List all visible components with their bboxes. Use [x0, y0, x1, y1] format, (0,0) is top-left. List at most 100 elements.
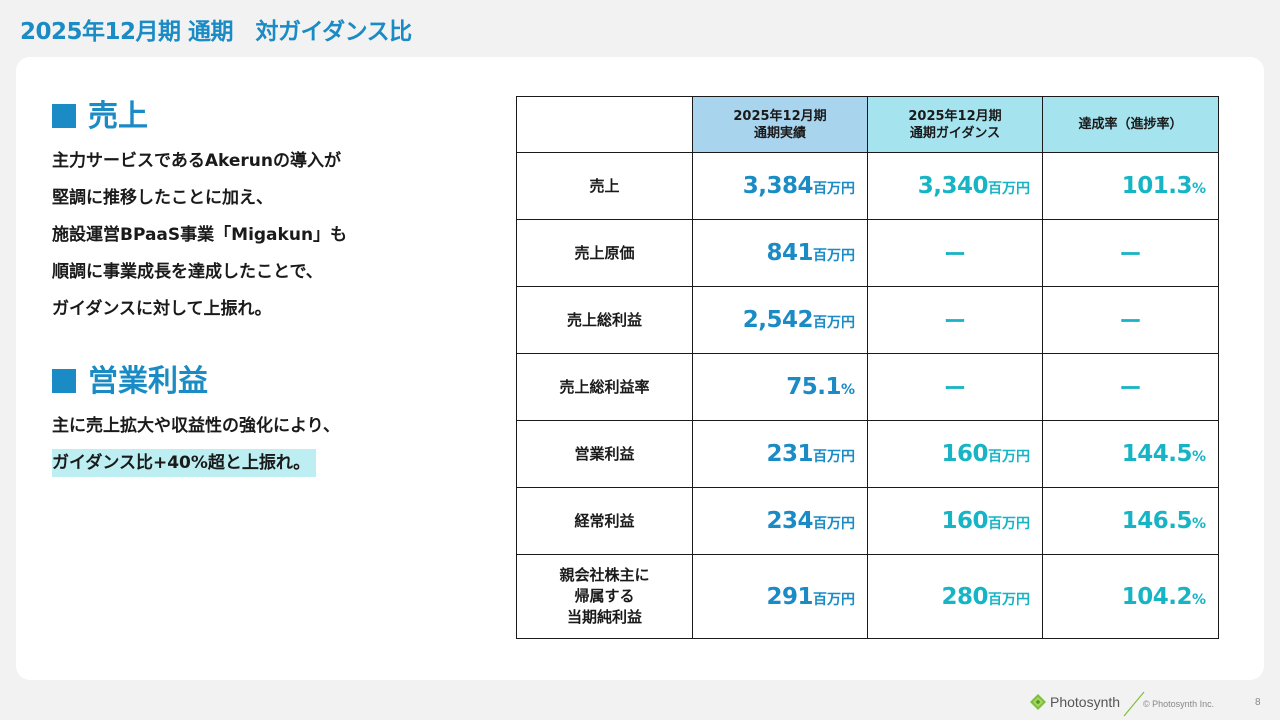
body-line: ガイダンスに対して上振れ。: [52, 299, 272, 319]
rate-cell: 144.5%: [1042, 420, 1219, 488]
rate-cell-empty: ー: [1042, 353, 1219, 421]
rate-cell-unit: %: [1191, 591, 1206, 608]
actual-cell-value: 75.1: [786, 374, 841, 400]
guidance-cell-unit: 百万円: [988, 181, 1030, 197]
guidance-cell-value: 280: [941, 583, 988, 610]
photosynth-leaf-logo-icon: [1030, 694, 1046, 710]
actual-cell-unit: 百万円: [813, 449, 855, 465]
actual-cell: 231百万円: [692, 420, 868, 488]
section-heading-operating-profit: 営業利益: [52, 362, 452, 402]
actual-cell: 291百万円: [692, 554, 868, 639]
rate-cell-empty: ー: [1042, 219, 1219, 287]
divider-slash-icon: [1123, 691, 1145, 717]
actual-cell-value: 234: [766, 508, 813, 534]
guidance-cell-value: 160: [941, 508, 988, 534]
actual-cell: 234百万円: [692, 487, 868, 555]
highlight-marker: ガイダンス比+40%超と上振れ。: [52, 449, 317, 477]
section-sales: 売上 主力サービスであるAkerunの導入が 堅調に推移したことに加え、 施設運…: [52, 97, 452, 328]
square-bullet-icon: [52, 104, 76, 128]
guidance-cell: 160百万円: [867, 487, 1043, 555]
actual-cell-value: 231: [766, 441, 813, 467]
table-row: 経常利益 234百万円 160百万円 146.5%: [516, 487, 1219, 555]
table-row: 売上原価 841百万円ーー: [516, 219, 1219, 287]
guidance-cell-empty: ー: [867, 286, 1043, 354]
table-row: 売上 3,384百万円 3,340百万円 101.3%: [516, 152, 1219, 220]
table-row: 営業利益 231百万円 160百万円 144.5%: [516, 420, 1219, 488]
guidance-cell-unit: 百万円: [988, 591, 1030, 608]
body-line: 主力サービスであるAkerunの導入が: [52, 151, 341, 171]
actual-cell-unit: %: [840, 382, 855, 398]
header-rate-text: 達成率（進捗率）: [1078, 117, 1183, 132]
rate-cell-unit: %: [1191, 516, 1206, 532]
row-label: 売上総利益率: [516, 353, 693, 421]
actual-cell: 841百万円: [692, 219, 868, 287]
rate-cell-empty: ー: [1042, 286, 1219, 354]
row-label: 親会社株主に 帰属する 当期純利益: [516, 554, 693, 639]
actual-cell-unit: 百万円: [813, 248, 855, 264]
actual-cell-unit: 百万円: [813, 181, 855, 197]
actual-cell: 75.1%: [692, 353, 868, 421]
body-line: 順調に事業成長を達成したことで、: [52, 262, 323, 282]
table-row: 売上総利益率 75.1% ーー: [516, 353, 1219, 421]
header-achievement-rate: 達成率（進捗率）: [1042, 96, 1219, 153]
body-line: 施設運営BPaaS事業「Migakun」も: [52, 225, 348, 245]
guidance-cell-empty: ー: [867, 219, 1043, 287]
square-bullet-icon: [52, 369, 76, 393]
row-label: 売上総利益: [516, 286, 693, 354]
body-line: 堅調に推移したことに加え、: [52, 188, 273, 208]
guidance-cell: 3,340百万円: [867, 152, 1043, 220]
actual-cell-value: 841: [766, 240, 813, 266]
actual-cell: 2,542百万円: [692, 286, 868, 354]
section-body-sales: 主力サービスであるAkerunの導入が 堅調に推移したことに加え、 施設運営BP…: [52, 143, 452, 328]
content-card: 売上 主力サービスであるAkerunの導入が 堅調に推移したことに加え、 施設運…: [16, 57, 1264, 680]
body-line: 主に売上拡大や収益性の強化により、: [52, 416, 340, 436]
table-corner-cell: [516, 96, 693, 153]
rate-cell-value: 104.2: [1121, 583, 1193, 610]
logo-text: Photosynth: [1050, 694, 1121, 710]
page-title: 2025年12月期 通期 対ガイダンス比: [20, 19, 412, 45]
page-number: 8: [1255, 697, 1261, 708]
rate-cell-unit: %: [1191, 181, 1206, 197]
actual-cell-unit: 百万円: [813, 591, 855, 608]
actual-cell-value: 3,384: [742, 173, 814, 199]
rate-cell-value: 146.5: [1121, 508, 1193, 534]
rate-cell: 101.3%: [1042, 152, 1219, 220]
row-label: 売上原価: [516, 219, 693, 287]
table-row: 親会社株主に 帰属する 当期純利益 291百万円 280百万円 104.2%: [516, 554, 1219, 639]
section-heading-text: 営業利益: [88, 364, 208, 399]
actual-cell-value: 291: [766, 583, 813, 610]
section-heading-text: 売上: [88, 99, 148, 134]
row-label: 経常利益: [516, 487, 693, 555]
summary-panel: 売上 主力サービスであるAkerunの導入が 堅調に推移したことに加え、 施設運…: [52, 97, 452, 482]
body-line-highlighted: ガイダンス比+40%超と上振れ。: [52, 445, 452, 482]
header-actual: 2025年12月期 通期実績: [692, 96, 868, 153]
copyright: © Photosynth Inc.: [1143, 699, 1215, 709]
guidance-comparison-table: 2025年12月期 通期実績 2025年12月期 通期ガイダンス 達成率（進捗率） …: [516, 96, 1219, 639]
guidance-cell-value: 3,340: [917, 173, 989, 199]
section-operating-profit: 営業利益 主に売上拡大や収益性の強化により、 ガイダンス比+40%超と上振れ。: [52, 362, 452, 482]
guidance-cell: 280百万円: [867, 554, 1043, 639]
rate-cell: 104.2%: [1042, 554, 1219, 639]
header-guidance-text: 2025年12月期 通期ガイダンス: [908, 108, 1002, 141]
guidance-cell-unit: 百万円: [988, 449, 1030, 465]
guidance-cell-value: 160: [941, 441, 988, 467]
guidance-cell-unit: 百万円: [988, 516, 1030, 532]
table-header-row: 2025年12月期 通期実績 2025年12月期 通期ガイダンス 達成率（進捗率）: [516, 96, 1219, 153]
rate-cell-unit: %: [1191, 449, 1206, 465]
row-label: 売上: [516, 152, 693, 220]
section-heading-sales: 売上: [52, 97, 452, 137]
guidance-cell: 160百万円: [867, 420, 1043, 488]
company-logo: Photosynth: [1030, 694, 1120, 710]
section-body-operating-profit: 主に売上拡大や収益性の強化により、 ガイダンス比+40%超と上振れ。: [52, 408, 452, 482]
table-row: 売上総利益 2,542百万円ーー: [516, 286, 1219, 354]
guidance-cell-empty: ー: [867, 353, 1043, 421]
header-guidance: 2025年12月期 通期ガイダンス: [867, 96, 1043, 153]
rate-cell: 146.5%: [1042, 487, 1219, 555]
header-actual-text: 2025年12月期 通期実績: [733, 108, 827, 141]
actual-cell-unit: 百万円: [813, 315, 855, 331]
actual-cell-unit: 百万円: [813, 516, 855, 532]
row-label: 営業利益: [516, 420, 693, 488]
rate-cell-value: 144.5: [1121, 441, 1193, 467]
actual-cell: 3,384百万円: [692, 152, 868, 220]
actual-cell-value: 2,542: [742, 307, 814, 333]
